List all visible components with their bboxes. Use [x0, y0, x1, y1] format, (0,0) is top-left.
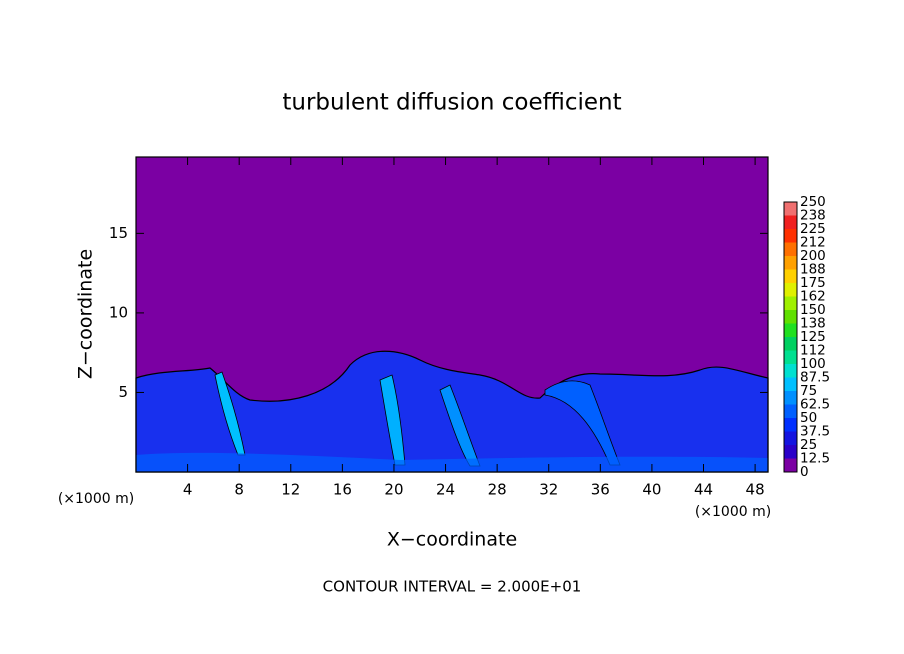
colorbar-swatch [784, 404, 797, 418]
colorbar-swatch [784, 364, 797, 378]
x-axis-label: X−coordinate [387, 529, 517, 551]
colorbar-label: 225 [800, 221, 826, 237]
y-tick-label: 10 [109, 303, 128, 321]
colorbar-swatch [784, 391, 797, 405]
chart-title: turbulent diffusion coefficient [282, 90, 621, 116]
colorbar-label: 0 [800, 464, 809, 480]
y-tick-label: 5 [118, 383, 128, 401]
y-axis-label: Z−coordinate [75, 249, 97, 379]
field [135, 157, 769, 473]
colorbar-swatch [784, 323, 797, 337]
colorbar-swatch [784, 337, 797, 351]
colorbar-label: 100 [800, 356, 826, 372]
colorbar-label: 188 [800, 262, 826, 278]
colorbar-swatch [784, 458, 797, 472]
x-tick-label: 40 [642, 481, 661, 499]
colorbar-label: 37.5 [800, 424, 830, 440]
footnote: CONTOUR INTERVAL = 2.000E+01 [323, 578, 582, 596]
colorbar-frame [783, 201, 798, 473]
x-tick-label: 4 [183, 481, 193, 499]
x-unit-label: (×1000 m) [695, 504, 771, 520]
x-tick-label: 44 [694, 481, 713, 499]
x-unit-label: (×1000 m) [58, 491, 134, 507]
colorbar-swatch [784, 215, 797, 229]
x-tick-label: 24 [436, 481, 455, 499]
colorbar-label: 12.5 [800, 451, 830, 467]
colorbar-label: 112 [800, 343, 826, 359]
colorbar-swatch [784, 229, 797, 243]
colorbar-label: 62.5 [800, 397, 830, 413]
colorbar-swatch [784, 350, 797, 364]
colorbar-swatch [784, 445, 797, 459]
colorbar-swatch [784, 377, 797, 391]
colorbar-label: 138 [800, 316, 826, 332]
colorbar-label: 175 [800, 275, 826, 291]
colorbar-label: 87.5 [800, 370, 830, 386]
x-tick-label: 48 [746, 481, 765, 499]
colorbar-swatch [784, 418, 797, 432]
x-tick-label: 20 [384, 481, 403, 499]
colorbar-label: 25 [800, 437, 817, 453]
colorbar-label: 162 [800, 289, 826, 305]
surface-layer [136, 452, 768, 472]
colorbar-swatch [784, 431, 797, 445]
colorbar-swatch [784, 269, 797, 283]
colorbar-label: 212 [800, 235, 826, 251]
y-tick-label: 15 [109, 224, 128, 242]
colorbar-swatch [784, 256, 797, 270]
colorbar-label: 75 [800, 383, 817, 399]
colorbar-label: 150 [800, 302, 826, 318]
x-tick-label: 16 [333, 481, 352, 499]
colorbar-swatch [784, 310, 797, 324]
x-tick-label: 12 [281, 481, 300, 499]
colorbar-label: 250 [800, 194, 826, 210]
x-tick-label: 32 [539, 481, 558, 499]
colorbar-label: 200 [800, 248, 826, 264]
x-tick-label: 28 [488, 481, 507, 499]
x-tick-label: 36 [591, 481, 610, 499]
plot-frame [135, 156, 769, 473]
colorbar-label: 125 [800, 329, 826, 345]
plume [544, 380, 621, 466]
colorbar-label: 238 [800, 208, 826, 224]
colorbar-swatch [784, 283, 797, 297]
colorbar-swatch [784, 202, 797, 216]
colorbar-swatch [784, 242, 797, 256]
x-tick-label: 8 [234, 481, 244, 499]
colorbar-swatch [784, 296, 797, 310]
colorbar-label: 50 [800, 410, 817, 426]
